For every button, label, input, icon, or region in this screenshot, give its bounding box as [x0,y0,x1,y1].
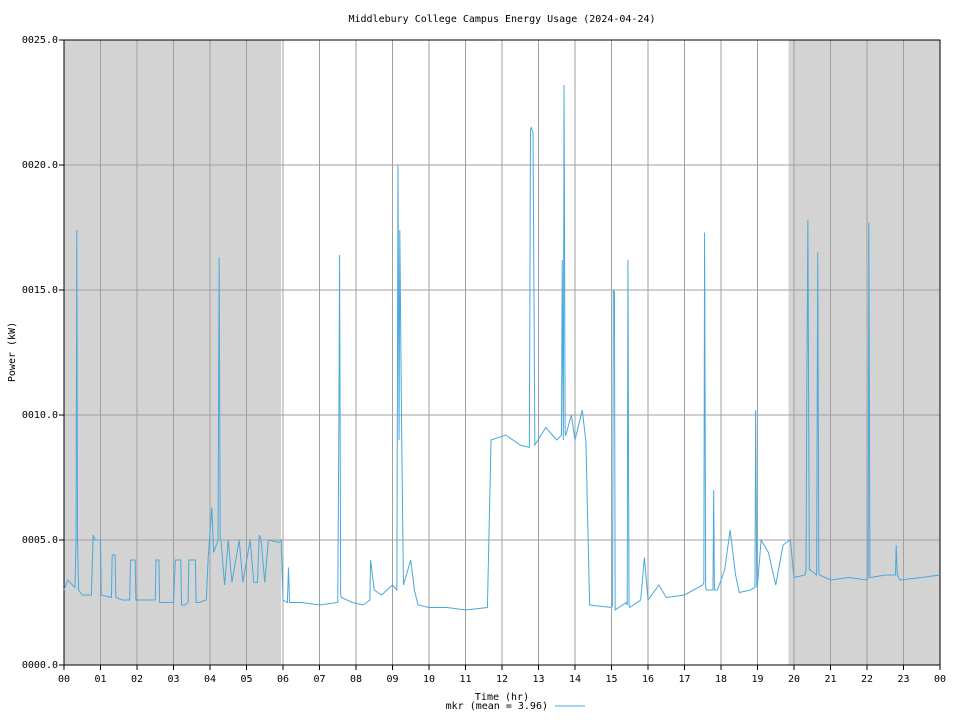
y-axis-label: Power (kW) [7,322,18,382]
x-tick-label: 02 [131,674,143,685]
shaded-region [64,40,282,665]
x-tick-label: 00 [58,674,70,685]
x-tick-label: 01 [94,674,106,685]
y-tick-label: 0005.0 [22,535,58,546]
x-tick-label: 05 [240,674,252,685]
x-tick-label: 23 [897,674,909,685]
x-tick-label: 22 [861,674,873,685]
x-tick-label: 07 [313,674,325,685]
x-tick-label: 06 [277,674,289,685]
x-tick-label: 14 [569,674,581,685]
y-tick-label: 0010.0 [22,410,58,421]
x-tick-label: 08 [350,674,362,685]
x-tick-label: 13 [532,674,544,685]
x-tick-label: 09 [386,674,398,685]
x-tick-label: 21 [824,674,836,685]
x-tick-label: 20 [788,674,800,685]
y-tick-label: 0025.0 [22,35,58,46]
plot-frame [63,39,941,666]
x-tick-label: 16 [642,674,654,685]
data-line [63,84,941,611]
x-tick-label: 18 [715,674,727,685]
x-tick-label: 15 [605,674,617,685]
x-tick-label: 10 [423,674,435,685]
x-axis-label: Time (hr) [475,692,529,703]
y-tick-label: 0000.0 [22,660,58,671]
x-tick-label: 04 [204,674,216,685]
legend-label: mkr (mean = 3.96) [446,701,548,712]
x-tick-label: 17 [678,674,690,685]
x-tick-label: 11 [459,674,471,685]
y-tick-label: 0020.0 [22,160,58,171]
x-tick-label: 03 [167,674,179,685]
y-tick-label: 0015.0 [22,285,58,296]
x-tick-label: 19 [751,674,763,685]
shaded-region [788,40,940,665]
x-tick-label: 12 [496,674,508,685]
x-tick-label: 00 [934,674,946,685]
chart-title: Middlebury College Campus Energy Usage (… [348,14,655,25]
